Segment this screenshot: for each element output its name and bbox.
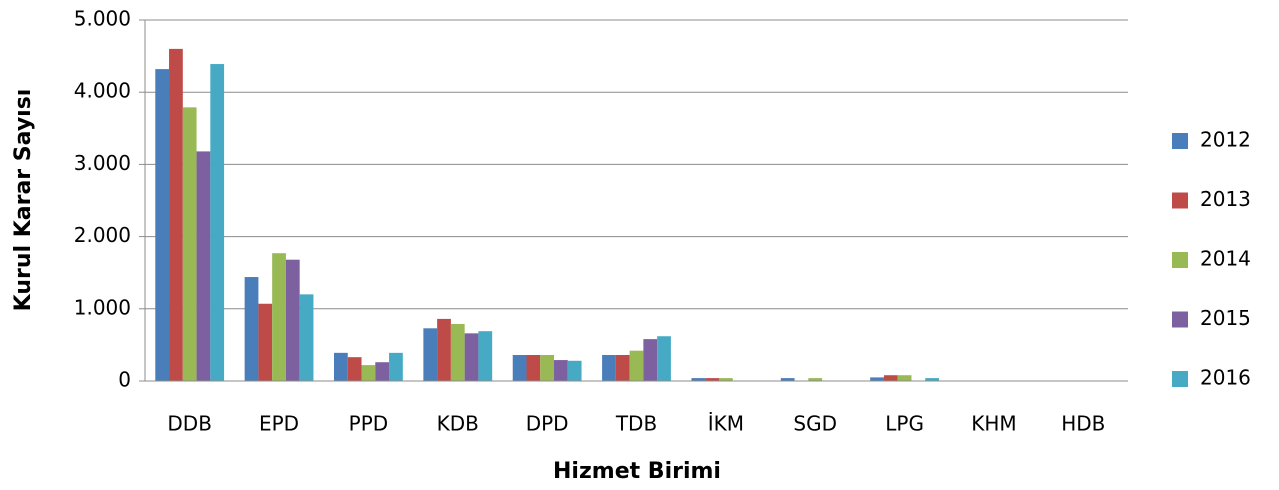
- x-tick-label: DPD: [526, 412, 569, 436]
- x-tick-label: EPD: [259, 412, 299, 436]
- bar: [299, 294, 314, 381]
- y-tick-label: 4.000: [74, 79, 131, 103]
- legend-swatch: [1172, 311, 1188, 328]
- bar: [567, 360, 582, 381]
- y-axis-title: Kurul Karar Sayısı: [11, 89, 36, 312]
- bar: [169, 48, 183, 381]
- bar: [629, 350, 644, 381]
- bar: [526, 355, 541, 381]
- legend-swatch: [1172, 133, 1188, 149]
- bar: [780, 378, 795, 381]
- bar: [258, 303, 273, 381]
- bar: [478, 331, 493, 381]
- bar: [196, 151, 211, 381]
- bar: [657, 336, 671, 381]
- bar: [437, 318, 451, 381]
- x-tick-label: DDB: [167, 412, 212, 436]
- bar: [602, 355, 616, 381]
- x-tick-label: LPG: [885, 412, 924, 436]
- legend-label: 2014: [1200, 247, 1251, 271]
- legend-swatch: [1172, 371, 1188, 387]
- x-tick-label: KHM: [971, 412, 1016, 436]
- bar: [512, 355, 527, 381]
- bar: [718, 378, 733, 381]
- bar: [272, 253, 286, 381]
- legend-swatch: [1172, 192, 1188, 209]
- bar: [361, 365, 376, 381]
- bar: [334, 352, 348, 381]
- y-tick-label: 5.000: [74, 7, 131, 31]
- legend-label: 2015: [1200, 306, 1251, 330]
- bar: [870, 377, 884, 381]
- bar: [389, 352, 403, 381]
- x-tick-label: SGD: [793, 412, 837, 436]
- y-tick-label: 1.000: [74, 295, 131, 319]
- y-tick-label: 0: [118, 368, 131, 392]
- legend-label: 2016: [1200, 366, 1251, 390]
- bar: [182, 107, 197, 381]
- bar: [464, 333, 479, 381]
- x-tick-label: KDB: [437, 412, 479, 436]
- bar: [155, 69, 170, 381]
- bar: [691, 378, 706, 381]
- bar: [808, 378, 823, 381]
- bar: [244, 277, 259, 381]
- bar: [285, 259, 300, 381]
- bar: [615, 355, 630, 381]
- legend-swatch: [1172, 252, 1188, 268]
- bar: [423, 328, 438, 381]
- legend-label: 2013: [1200, 187, 1251, 211]
- x-tick-label: TDB: [615, 412, 657, 436]
- bar: [210, 64, 225, 382]
- x-tick-label: İKM: [708, 412, 744, 436]
- bar: [883, 375, 898, 381]
- bar: [554, 360, 568, 381]
- bar: [375, 362, 390, 381]
- bar: [643, 339, 658, 381]
- bar: [705, 378, 719, 381]
- y-tick-label: 3.000: [74, 151, 131, 175]
- y-tick-label: 2.000: [74, 223, 131, 247]
- x-tick-label: HDB: [1061, 412, 1105, 436]
- bar: [450, 323, 465, 381]
- legend-label: 2012: [1200, 128, 1251, 152]
- bar: [540, 355, 555, 381]
- bar: [347, 357, 362, 381]
- bar: [925, 378, 939, 381]
- x-axis-title: Hizmet Birimi: [553, 459, 721, 484]
- x-tick-label: PPD: [349, 412, 389, 436]
- bar: [897, 375, 912, 381]
